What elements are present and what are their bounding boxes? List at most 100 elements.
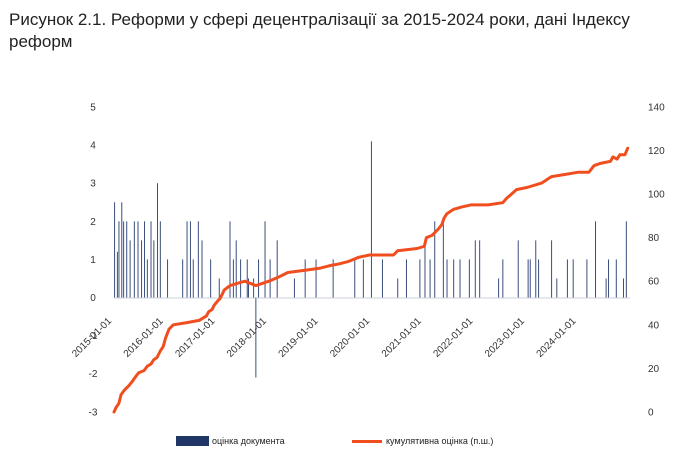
y-left-tick-label: -3	[89, 407, 98, 418]
bar	[246, 259, 248, 298]
bar	[182, 259, 184, 298]
y-left-tick-label: 2	[90, 217, 96, 228]
bar	[615, 259, 617, 298]
y-right-tick-label: 140	[648, 102, 665, 113]
bar	[276, 240, 278, 298]
y-right-tick-label: 0	[648, 408, 654, 419]
bar	[153, 240, 155, 298]
bar	[159, 221, 161, 298]
bar	[605, 278, 607, 298]
bar	[502, 259, 504, 298]
y-left-tick-label: 4	[90, 141, 96, 152]
bar	[141, 240, 143, 298]
bar	[157, 183, 159, 298]
bar	[446, 259, 448, 298]
bar	[232, 259, 234, 298]
bar	[529, 259, 531, 298]
bar	[186, 221, 188, 298]
bar	[240, 259, 242, 298]
bar	[566, 259, 568, 298]
bar	[293, 278, 295, 298]
bar	[551, 240, 553, 298]
bar	[498, 278, 500, 298]
bar	[269, 259, 271, 298]
bar	[556, 278, 558, 298]
bar	[538, 259, 540, 298]
bar	[255, 297, 257, 378]
x-tick-label: 2022-01-01	[431, 316, 475, 360]
bar	[123, 221, 125, 298]
bar	[623, 278, 625, 298]
y-left-tick-label: -2	[89, 369, 98, 380]
bar	[419, 259, 421, 298]
legend-item-line: кумулятивна оцінка (п.ш.)	[352, 436, 493, 446]
y-left-tick-label: 3	[90, 179, 96, 190]
bar	[264, 221, 266, 298]
legend-label-bars: оцінка документа	[212, 436, 285, 446]
bar	[459, 259, 461, 298]
bar	[304, 259, 306, 298]
x-tick-label: 2021-01-01	[380, 316, 424, 360]
bar	[210, 259, 212, 298]
bar	[354, 259, 356, 298]
bar	[133, 221, 135, 298]
bar	[201, 240, 203, 298]
cumulative-line	[112, 146, 630, 414]
bar	[527, 259, 529, 298]
legend-swatch-bars	[176, 436, 209, 446]
y-left-tick-label: 0	[90, 293, 96, 304]
x-tick-label: 2020-01-01	[328, 316, 372, 360]
bar	[479, 240, 481, 298]
bar	[129, 240, 131, 298]
bar	[144, 221, 146, 298]
chart-title: Рисунок 2.1. Реформи у сфері децентраліз…	[9, 10, 630, 51]
bar	[150, 221, 152, 298]
bar	[453, 259, 455, 298]
bar	[362, 259, 364, 298]
y-left-tick-label: 5	[90, 103, 96, 114]
bar	[434, 221, 436, 298]
bar	[126, 221, 128, 298]
x-tick-label: 2019-01-01	[277, 316, 321, 360]
y-right-tick-label: 60	[648, 277, 660, 288]
bar	[197, 221, 199, 298]
bar	[118, 221, 120, 298]
bar	[137, 221, 139, 298]
bar	[625, 221, 627, 298]
bar	[397, 278, 399, 298]
bar	[424, 240, 426, 298]
bar	[572, 259, 574, 298]
bar	[405, 259, 407, 298]
bar	[370, 141, 372, 298]
x-tick-label: 2023-01-01	[483, 316, 527, 360]
bar	[235, 240, 237, 298]
bar	[535, 240, 537, 298]
bar	[442, 221, 444, 298]
legend-item-bars: оцінка документа	[176, 436, 285, 446]
bar	[332, 259, 334, 298]
bar	[218, 278, 220, 298]
bar	[146, 259, 148, 298]
y-right-tick-label: 100	[648, 190, 665, 201]
bar	[595, 221, 597, 298]
bar	[474, 240, 476, 298]
bar	[192, 259, 194, 298]
bar	[116, 251, 118, 298]
y-right-tick-label: 20	[648, 364, 660, 375]
bar	[253, 278, 255, 298]
bar	[586, 259, 588, 298]
x-tick-label: 2015-01-01	[70, 316, 114, 360]
y-left-tick-label: -1	[89, 331, 98, 342]
bar	[114, 202, 116, 298]
y-right-tick-label: 120	[648, 146, 665, 157]
bar	[248, 278, 250, 298]
bar	[517, 240, 519, 298]
y-right-tick-label: 80	[648, 233, 660, 244]
bar	[189, 221, 191, 298]
bar	[258, 259, 260, 298]
bar	[167, 259, 169, 298]
legend-label-line: кумулятивна оцінка (п.ш.)	[386, 436, 494, 446]
bar	[229, 221, 231, 298]
bar	[121, 202, 123, 298]
legend-swatch-line	[352, 439, 382, 443]
